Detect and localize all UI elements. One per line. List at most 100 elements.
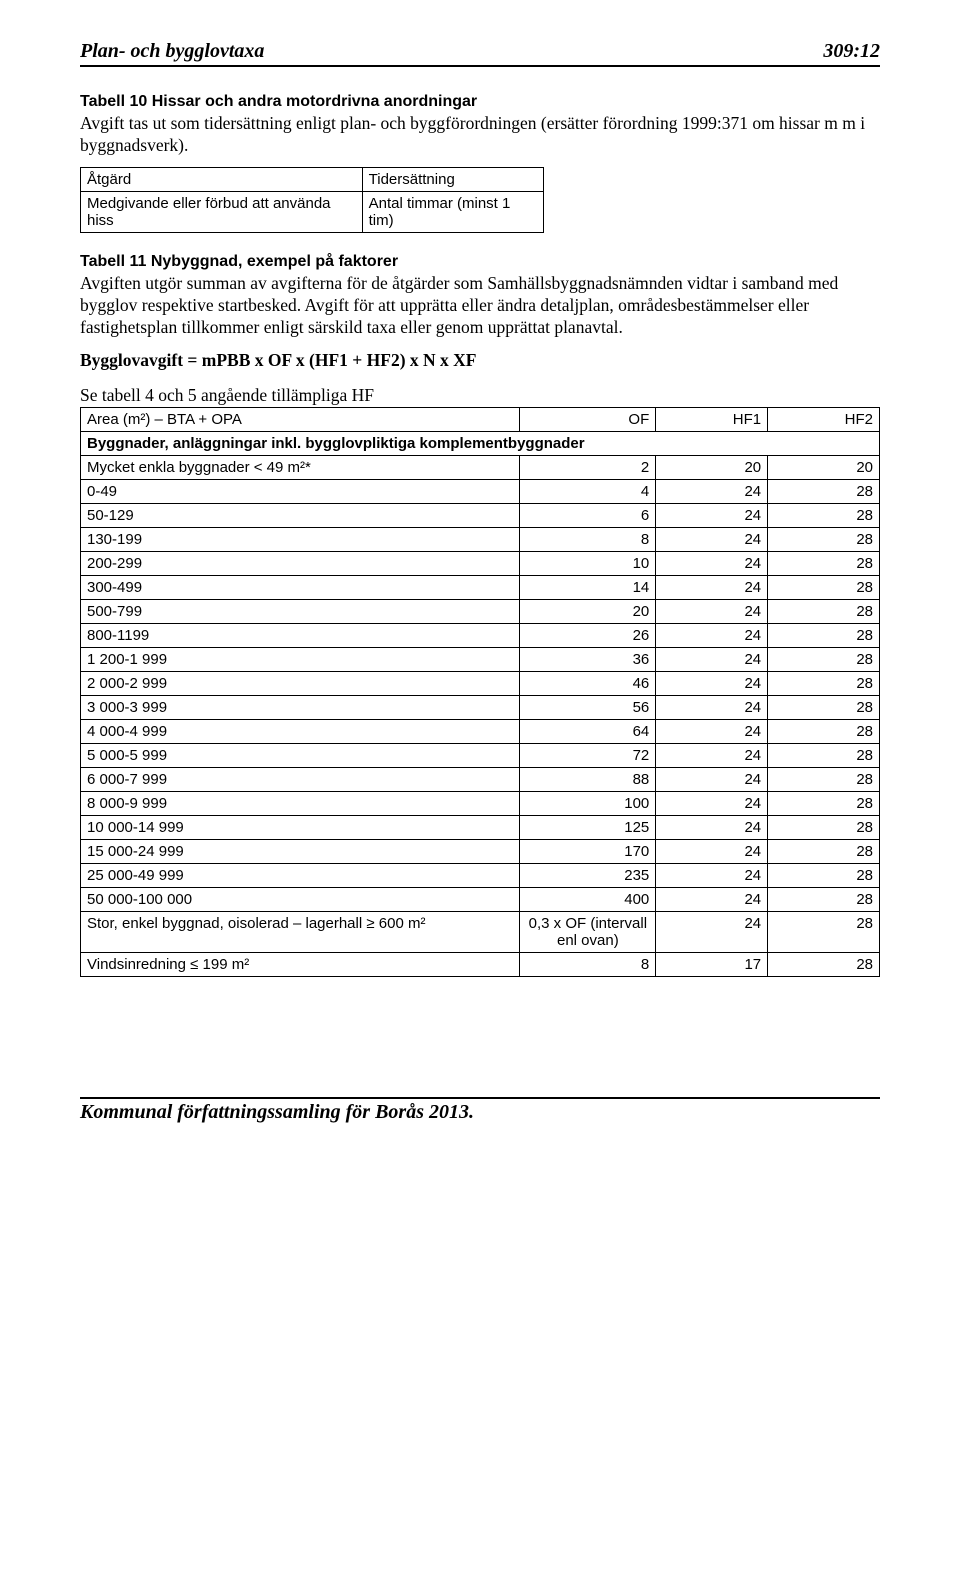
table-row: 5 000-5 999722428 [81,744,880,768]
table11-row-label: 130-199 [81,528,520,552]
table11-row-label: 10 000-14 999 [81,816,520,840]
table11-row-hf2: 28 [768,744,880,768]
footer-text: Kommunal författningssamling för Borås 2… [80,1101,474,1123]
table11-row-hf2: 28 [768,768,880,792]
page-header: Plan- och bygglovtaxa 309:12 [80,40,880,67]
table10-row1-col2: Antal timmar (minst 1 tim) [362,191,543,232]
table11-row-of: 20 [520,600,656,624]
table11-special2-hf1: 17 [656,953,768,977]
table-row: 130-19982428 [81,528,880,552]
table-row: Mycket enkla byggnader < 49 m²*22020 [81,456,880,480]
table11-row-hf1: 24 [656,672,768,696]
table11-row-hf2: 28 [768,840,880,864]
table11-row-hf1: 24 [656,600,768,624]
section10-title: Tabell 10 Hissar och andra motordrivna a… [80,93,880,111]
table11-row-hf2: 28 [768,528,880,552]
table11-row-hf1: 24 [656,504,768,528]
table-row: 50-12962428 [81,504,880,528]
table11-row-hf1: 24 [656,768,768,792]
table10-col1-header: Åtgärd [81,167,363,191]
table11-row-of: 10 [520,552,656,576]
table11-head-hf1: HF1 [656,408,768,432]
table11-special2-of: 8 [520,953,656,977]
table-row: 2 000-2 999462428 [81,672,880,696]
table11-row-of: 8 [520,528,656,552]
table11-row-hf2: 28 [768,816,880,840]
table11-row-hf1: 24 [656,552,768,576]
table11-row-hf2: 28 [768,864,880,888]
table11-row-hf1: 24 [656,528,768,552]
table-row: 50 000-100 0004002428 [81,888,880,912]
page-footer: Kommunal författningssamling för Borås 2… [80,1097,880,1124]
table-row: 8 000-9 9991002428 [81,792,880,816]
table11-row-hf1: 24 [656,576,768,600]
table11-row-of: 100 [520,792,656,816]
table11-row-label: 200-299 [81,552,520,576]
table11-row-label: 2 000-2 999 [81,672,520,696]
table-row: 4 000-4 999642428 [81,720,880,744]
table11-row-label: 6 000-7 999 [81,768,520,792]
table-row: 200-299102428 [81,552,880,576]
table11-row-hf1: 24 [656,624,768,648]
table11-row-label: 800-1199 [81,624,520,648]
table11-row-label: 25 000-49 999 [81,864,520,888]
table11-special1-hf1: 24 [656,912,768,953]
header-page-ref: 309:12 [823,40,880,63]
table11-row-of: 125 [520,816,656,840]
table11-row-label: 50-129 [81,504,520,528]
table11-row-hf2: 28 [768,720,880,744]
table-row: 3 000-3 999562428 [81,696,880,720]
table-row: 0-4942428 [81,480,880,504]
table-row: Medgivande eller förbud att använda hiss… [81,191,544,232]
table-row: 1 200-1 999362428 [81,648,880,672]
table11-row-of: 235 [520,864,656,888]
table11-row-hf2: 28 [768,552,880,576]
table11-special1-label: Stor, enkel byggnad, oisolerad – lagerha… [81,912,520,953]
table11-row-of: 170 [520,840,656,864]
table-row: 6 000-7 999882428 [81,768,880,792]
table11-row-of: 46 [520,672,656,696]
section11-intro: Avgiften utgör summan av avgifterna för … [80,273,880,339]
table11-row-hf1: 24 [656,864,768,888]
section11-sub-caption: Se tabell 4 och 5 angående tillämpliga H… [80,385,880,406]
table-row: Area (m²) – BTA + OPA OF HF1 HF2 [81,408,880,432]
table11-row-label: 4 000-4 999 [81,720,520,744]
formula: Bygglovavgift = mPBB x OF x (HF1 + HF2) … [80,350,880,371]
table11-row-hf1: 24 [656,792,768,816]
table11-row-hf1: 24 [656,744,768,768]
table11-row-label: 300-499 [81,576,520,600]
table-row: Vindsinredning ≤ 199 m² 8 17 28 [81,953,880,977]
table11-row-of: 400 [520,888,656,912]
table11-row-of: 72 [520,744,656,768]
table11-row-hf2: 20 [768,456,880,480]
table11-row-hf1: 24 [656,480,768,504]
table-row: 300-499142428 [81,576,880,600]
section11-title: Tabell 11 Nybyggnad, exempel på faktorer [80,253,880,271]
table11-row-label: 500-799 [81,600,520,624]
table11-row-of: 64 [520,720,656,744]
table-row: 500-799202428 [81,600,880,624]
table10-col2-header: Tidersättning [362,167,543,191]
table11-row-label: 0-49 [81,480,520,504]
table11-row-hf2: 28 [768,480,880,504]
table11-row-of: 56 [520,696,656,720]
table11-row-label: 3 000-3 999 [81,696,520,720]
table11-row-label: 5 000-5 999 [81,744,520,768]
table11-row-label: 8 000-9 999 [81,792,520,816]
table11-special1-hf2: 28 [768,912,880,953]
table-10: Åtgärd Tidersättning Medgivande eller fö… [80,167,544,233]
table11-row-hf1: 24 [656,648,768,672]
table11-row-label: 15 000-24 999 [81,840,520,864]
table11-row-of: 14 [520,576,656,600]
table11-row-label: Mycket enkla byggnader < 49 m²* [81,456,520,480]
table11-row-hf2: 28 [768,696,880,720]
table11-row-of: 6 [520,504,656,528]
table11-special2-hf2: 28 [768,953,880,977]
table11-row-hf1: 24 [656,840,768,864]
table11-row-hf1: 24 [656,816,768,840]
table-row: 800-1199262428 [81,624,880,648]
table11-special1-of: 0,3 x OF (intervall enl ovan) [520,912,656,953]
table11-row-hf1: 24 [656,696,768,720]
table11-row-label: 50 000-100 000 [81,888,520,912]
table-row: 10 000-14 9991252428 [81,816,880,840]
